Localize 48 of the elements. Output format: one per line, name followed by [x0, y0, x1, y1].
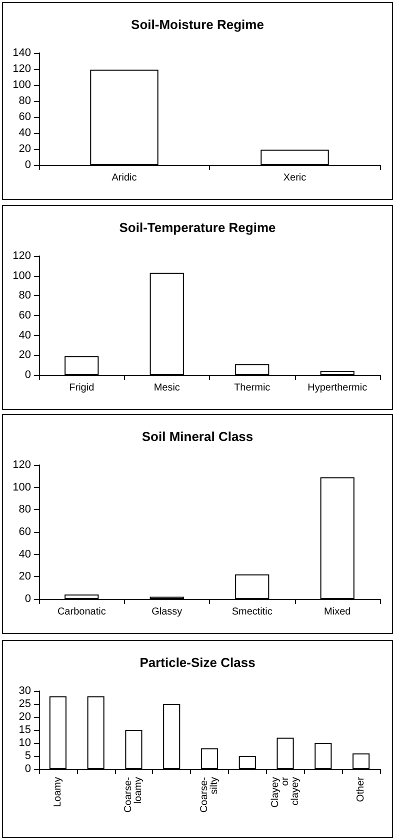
x-tick-label: Xeric [283, 172, 306, 184]
x-tick-label: Carbonatic [57, 606, 106, 618]
y-tick-label: 15 [18, 724, 31, 736]
y-tick-label: 25 [18, 698, 31, 710]
y-tick-label: 0 [24, 763, 31, 775]
y-tick-label: 0 [24, 593, 31, 605]
y-tick-label: 0 [24, 369, 31, 381]
y-tick-label: 60 [18, 526, 31, 538]
y-tick-label: 80 [18, 504, 31, 516]
y-tick-label: 80 [18, 290, 31, 302]
x-tick-label: Mesic [154, 382, 180, 394]
x-tick-label: Clayey or clayey [270, 776, 301, 808]
y-tick-label: 120 [12, 250, 31, 262]
x-tick-label: Smectitic [232, 606, 272, 618]
y-tick-label: 40 [18, 329, 31, 342]
y-tick-label: 60 [18, 111, 31, 123]
y-tick-label: 20 [18, 570, 31, 583]
y-tick-label: 20 [18, 143, 31, 155]
x-tick-label: Other [356, 776, 367, 802]
y-tick-label: 5 [24, 750, 31, 762]
chart-title: Soil-Temperature Regime [119, 220, 276, 235]
x-tick-label: Frigid [69, 382, 94, 394]
y-tick-label: 100 [12, 79, 31, 91]
y-tick-label: 100 [12, 270, 31, 282]
x-tick-label: Aridic [112, 172, 137, 184]
x-tick-label: Coarse-silty [199, 777, 220, 813]
x-tick-label: Hyperthermic [308, 382, 368, 394]
chart-title: Soil Mineral Class [142, 429, 254, 444]
x-tick-label: Glassy [152, 606, 182, 618]
y-tick-label: 40 [18, 127, 31, 139]
x-tick-label: Mixed [324, 606, 351, 618]
x-tick-label: Loamy [52, 777, 64, 808]
y-tick-label: 120 [12, 459, 31, 471]
y-tick-label: 140 [12, 47, 31, 59]
x-tick-label: Thermic [234, 382, 270, 394]
y-tick-label: 120 [12, 63, 31, 75]
y-tick-label: 60 [18, 310, 31, 322]
y-tick-label: 0 [24, 159, 31, 171]
y-tick-label: 20 [18, 349, 31, 362]
y-tick-label: 40 [18, 548, 31, 560]
x-tick-label: Coarse-loamy [123, 777, 144, 813]
y-tick-label: 100 [12, 481, 31, 494]
y-tick-label: 30 [18, 685, 31, 697]
chart-title: Particle-Size Class [140, 655, 256, 670]
chart-title: Soil-Moisture Regime [131, 17, 264, 32]
y-tick-label: 20 [18, 711, 31, 723]
y-tick-label: 10 [18, 737, 31, 749]
y-tick-label: 80 [18, 95, 31, 107]
